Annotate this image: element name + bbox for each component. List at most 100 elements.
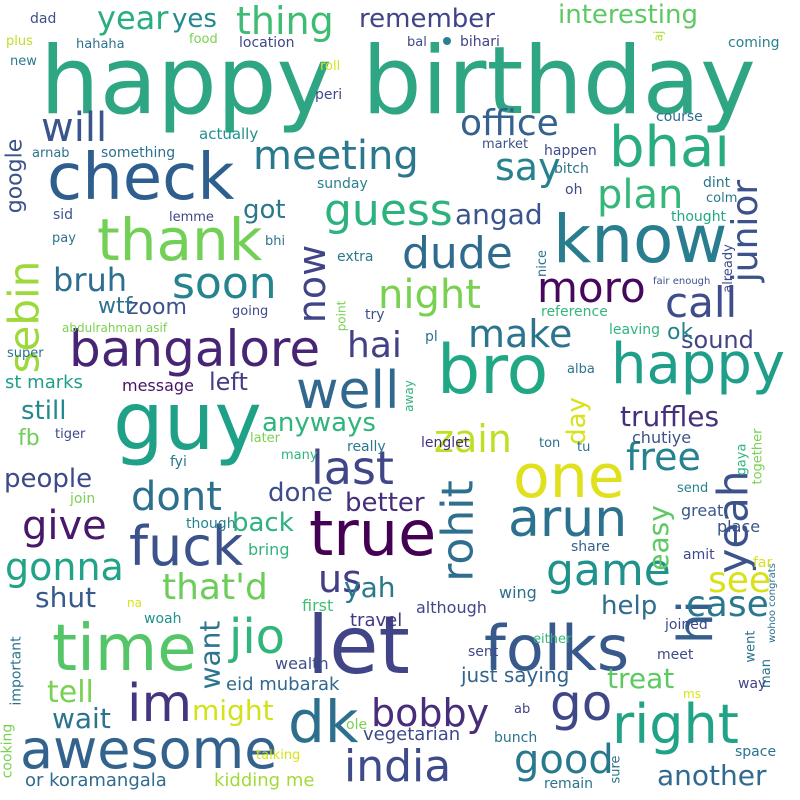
word-already: already (720, 244, 736, 293)
word-although: although (416, 598, 487, 617)
word-pl: pl (425, 329, 438, 345)
word-bihari: bihari (460, 34, 500, 50)
word-going: going (232, 304, 269, 319)
word-left: left (209, 368, 248, 396)
word-kidding-me: kidding me (214, 770, 315, 791)
dot-mark (443, 37, 451, 45)
word-want: want (192, 620, 226, 689)
word-interesting: interesting (558, 0, 698, 30)
word-guy: guy (113, 375, 262, 468)
word-remember: remember (359, 4, 495, 34)
word-now: now (290, 244, 335, 324)
word-either: either (533, 632, 572, 647)
word-happy: happy (611, 332, 786, 397)
word-im: im (127, 674, 193, 734)
word-st-marks: st marks (5, 372, 83, 393)
word-gaya: gaya (733, 443, 749, 475)
word-ole: ole (346, 717, 368, 733)
word-remain: remain (544, 776, 594, 792)
word-bring: bring (248, 540, 290, 559)
word-fuck: fuck (129, 515, 244, 578)
word-something: something (101, 145, 176, 161)
word-colm: colm (706, 191, 738, 206)
word-pay: pay (52, 231, 76, 246)
word-yah: yah (344, 571, 396, 604)
word-call: call (665, 278, 738, 327)
word-bruh: bruh (53, 261, 128, 299)
word-dint: dint (703, 175, 731, 191)
word-moro: moro (537, 263, 646, 312)
word-easy: easy (641, 505, 675, 571)
word-send: send (677, 481, 709, 496)
word-way: way (738, 676, 767, 692)
word-wing: wing (499, 583, 537, 602)
word-space: space (735, 744, 777, 760)
word-coming: coming (728, 35, 780, 51)
word-anyways: anyways (262, 408, 376, 438)
word-important: important (8, 635, 25, 706)
word-new: new (10, 54, 37, 69)
word-better: better (345, 488, 425, 518)
word-just-saying: just saying (461, 663, 570, 687)
word-course: course (656, 109, 703, 125)
word-wait: wait (52, 702, 111, 735)
word-make: make (468, 312, 573, 356)
word-join: join (70, 491, 96, 507)
word-dude: dude (402, 228, 513, 279)
word-abdulrahman-asif: abdulrahman asif (62, 321, 168, 335)
word-bhi: bhi (265, 234, 286, 249)
word-though: though (186, 516, 236, 532)
word-thought: thought (671, 209, 727, 225)
word-let: let (307, 599, 410, 692)
word-actually: actually (199, 125, 259, 143)
word-true: true (309, 497, 437, 570)
word-ms: ms (683, 687, 701, 701)
word-went: went (742, 630, 758, 662)
word-tell: tell (47, 675, 94, 710)
word-bal: bal (407, 35, 427, 50)
word-check: check (47, 141, 235, 215)
word-done: done (268, 478, 333, 508)
word-lemme: lemme (169, 210, 214, 225)
word-ton: ton (539, 436, 561, 451)
word-tu: tu (577, 440, 591, 455)
word-rohit: rohit (432, 479, 484, 582)
word-sound: sound (681, 326, 754, 354)
word-woah: woah (144, 611, 182, 627)
word-alba: alba (567, 362, 595, 377)
word-tiger: tiger (55, 427, 86, 442)
word-last: last (311, 441, 394, 495)
word-google: google (1, 138, 27, 213)
word-guess: guess (324, 185, 453, 236)
word-that-d: that'd (162, 567, 268, 608)
word-zoom: zoom (127, 295, 187, 320)
word-fair-enough: fair enough (653, 276, 711, 287)
word-thing: thing (236, 0, 334, 43)
word-cooking: cooking (0, 723, 15, 778)
word-got: got (243, 195, 286, 225)
word-meet: meet (657, 647, 694, 663)
word-fyi: fyi (170, 454, 187, 470)
word-might: might (192, 694, 274, 727)
word-go: go (550, 674, 613, 732)
word-india: india (344, 741, 452, 792)
word-give: give (22, 503, 107, 549)
word-ok: ok (667, 320, 694, 345)
word-free: free (626, 435, 701, 479)
word-night: night (378, 272, 481, 318)
word-or-koramangala: or koramangala (25, 770, 167, 791)
word-arun: arun (508, 489, 628, 549)
word-later: later (250, 431, 281, 446)
word-sure: sure (608, 754, 624, 784)
word-hai: hai (347, 325, 402, 366)
word-chutiye: chutiye (632, 428, 692, 447)
word-place: place (717, 517, 761, 536)
word-see: see (708, 560, 772, 601)
word-good: good (514, 737, 614, 783)
word-bhai: bhai (609, 115, 730, 180)
word-far: far (753, 555, 773, 571)
word-bunch: bunch (494, 730, 538, 746)
word-sunday: sunday (317, 176, 368, 192)
word-sid: sid (53, 207, 74, 223)
word-jio: jio (229, 609, 286, 665)
